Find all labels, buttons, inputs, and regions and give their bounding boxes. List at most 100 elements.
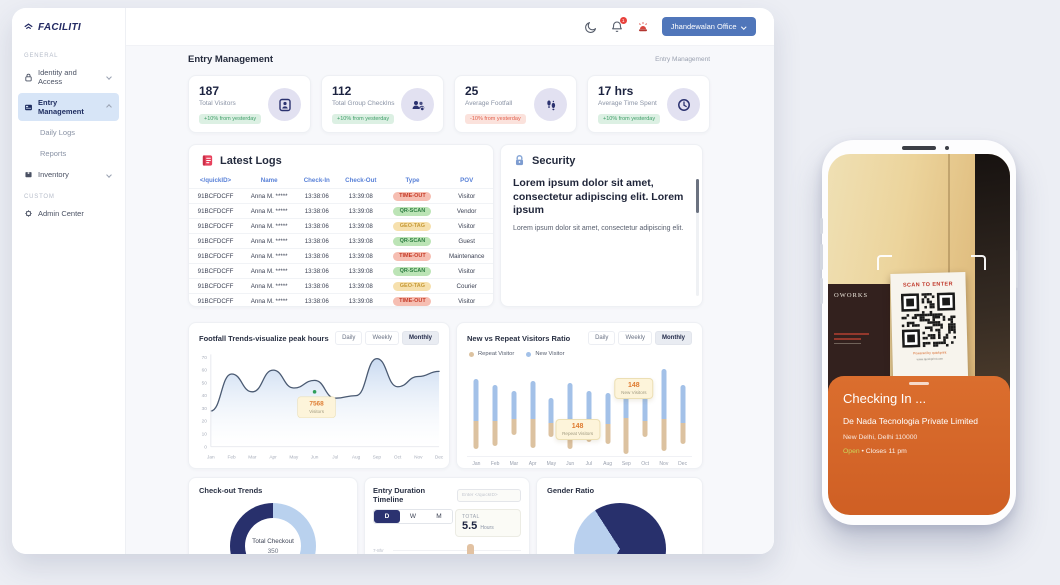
dark-mode-moon-icon[interactable] <box>584 20 598 34</box>
cell-quickid: 91BCFDCFF <box>189 188 243 204</box>
svg-text:May: May <box>289 455 299 461</box>
y-tick-label: 7-8hr <box>373 548 384 553</box>
cell-type: QR-SCAN <box>384 203 441 219</box>
type-badge: GEO-TAG <box>393 221 432 231</box>
scrollbar-thumb[interactable] <box>696 179 699 213</box>
donut-center-label: Total Checkout <box>252 537 294 545</box>
type-badge: TIME-OUT <box>393 191 432 201</box>
sidebar-item-inventory[interactable]: Inventory <box>18 165 119 184</box>
wall-seam <box>948 154 950 284</box>
topbar: 1 Jhandewalan Office <box>126 8 774 46</box>
col-quickid: </quickID> <box>199 177 232 184</box>
repeat-visitor-bar <box>642 421 648 438</box>
stat-label: Total Visitors <box>199 100 236 107</box>
sidebar-item-admin-center[interactable]: Admin Center <box>18 204 119 223</box>
sidebar-item-label: Inventory <box>38 170 69 179</box>
cell-type: QR-SCAN <box>384 263 441 279</box>
quickid-search-input[interactable] <box>457 488 521 502</box>
phone-speaker <box>902 146 936 150</box>
svg-text:Mar: Mar <box>248 455 257 461</box>
tab-monthly[interactable]: Monthly <box>655 331 692 345</box>
tab-day[interactable]: D <box>374 510 400 523</box>
tab-daily[interactable]: Daily <box>588 331 616 345</box>
sidebar-item-entry-management[interactable]: Entry Management <box>18 93 119 121</box>
sidebar-item-identity-access[interactable]: Identity and Access <box>18 63 119 91</box>
col-checkin: Check-In <box>303 177 330 184</box>
poster-url: www.quickprint.com <box>916 356 943 362</box>
sidebar-item-label: Daily Logs <box>40 128 76 137</box>
notifications-bell-icon[interactable]: 1 <box>610 16 627 34</box>
table-row[interactable]: 91BCFDCFF Anna M. ***** 13:38:06 13:39:0… <box>189 203 493 219</box>
tab-week[interactable]: W <box>400 510 426 523</box>
security-body: Lorem ipsum dolor sit amet, consectetur … <box>513 224 684 232</box>
trend-badge: +10% from yesterday <box>199 114 262 124</box>
duration-bar <box>466 544 474 554</box>
x-tick-label: Mar <box>509 461 519 467</box>
phone-mute-switch <box>820 218 823 234</box>
tab-month[interactable]: M <box>426 510 452 523</box>
table-row[interactable]: 91BCFDCFF Anna M. ***** 13:38:06 13:39:0… <box>189 248 493 264</box>
x-tick-label: May <box>546 461 557 467</box>
table-row[interactable]: 91BCFDCFF Anna M. ***** 13:38:06 13:39:0… <box>189 263 493 279</box>
type-badge: QR-SCAN <box>393 266 432 276</box>
ratio-bar-column: Feb <box>486 359 505 467</box>
visitors-ratio-card: New vs Repeat Visitors Ratio Daily Weekl… <box>456 322 703 469</box>
ratio-bar-column: Mar <box>505 359 524 467</box>
group-icon <box>401 88 434 121</box>
tab-monthly[interactable]: Monthly <box>402 331 439 345</box>
svg-text:60: 60 <box>202 368 208 374</box>
trend-badge: +10% from yesterday <box>598 114 661 124</box>
tab-weekly[interactable]: Weekly <box>365 331 399 345</box>
tab-daily[interactable]: Daily <box>335 331 363 345</box>
sheet-drag-handle[interactable] <box>909 382 929 385</box>
tab-weekly[interactable]: Weekly <box>618 331 652 345</box>
phone-power-button <box>1015 250 1018 288</box>
new-visitor-bar <box>680 385 686 423</box>
table-row[interactable]: 91BCFDCFF Anna M. ***** 13:38:06 13:39:0… <box>189 233 493 249</box>
chevron-down-icon <box>106 171 112 178</box>
cell-type: GEO-TAG <box>384 278 441 294</box>
ratio-bar-column: Dec <box>673 359 692 467</box>
sidebar-item-reports[interactable]: Reports <box>18 144 119 163</box>
footfall-period-tabs: Daily Weekly Monthly <box>335 331 439 345</box>
closing-hours: • Closes 11 pm <box>861 448 907 455</box>
phone-volume-up-button <box>820 244 823 270</box>
type-badge: QR-SCAN <box>393 206 432 216</box>
cell-pov: Visitor <box>440 188 493 204</box>
col-name: Name <box>260 177 278 184</box>
sidebar-item-daily-logs[interactable]: Daily Logs <box>18 123 119 142</box>
ratio-bar-column: Aug <box>598 359 617 467</box>
svg-text:Dec: Dec <box>435 455 444 461</box>
repeat-visitor-bar <box>680 422 686 445</box>
table-row[interactable]: 91BCFDCFF Anna M. ***** 13:38:06 13:39:0… <box>189 278 493 294</box>
table-row[interactable]: 91BCFDCFF Anna M. ***** 13:38:06 13:39:0… <box>189 188 493 204</box>
cell-type: TIME-OUT <box>384 188 441 204</box>
table-row[interactable]: 91BCFDCFF Anna M. ***** 13:38:06 13:39:0… <box>189 218 493 234</box>
new-visitor-bar <box>586 390 592 421</box>
cell-name: Anna M. ***** <box>242 263 297 279</box>
cell-quickid: 91BCFDCFF <box>189 263 243 279</box>
entry-management-icon <box>25 104 32 110</box>
svg-text:Jan: Jan <box>207 455 215 461</box>
stat-label: Total Group CheckIns <box>332 100 395 107</box>
ratio-bar-column: Jan <box>467 359 486 467</box>
new-visitor-bar <box>623 381 629 418</box>
type-badge: TIME-OUT <box>393 296 432 306</box>
cell-quickid: 91BCFDCFF <box>189 218 243 234</box>
ratio-bar-column: May <box>542 359 561 467</box>
table-row[interactable]: 91BCFDCFF Anna M. ***** 13:38:06 13:39:0… <box>189 293 493 306</box>
app-logo: FACILITI <box>12 8 125 43</box>
faciliti-logo-icon <box>24 23 33 30</box>
cell-name: Anna M. ***** <box>242 188 297 204</box>
ratio-legend: Repeat Visitor New Visitor <box>457 349 702 357</box>
phone-volume-down-button <box>820 278 823 304</box>
emergency-alarm-icon[interactable] <box>636 20 650 34</box>
main-area: 1 Jhandewalan Office Entry Management En… <box>126 8 774 554</box>
new-visitor-bar <box>605 392 611 425</box>
dashboard-window: FACILITI GENERAL Identity and Access Ent… <box>12 8 774 554</box>
sidebar: FACILITI GENERAL Identity and Access Ent… <box>12 8 126 554</box>
admin-gear-icon <box>25 210 32 217</box>
cell-type: GEO-TAG <box>384 218 441 234</box>
card-title: Check-out Trends <box>199 486 263 495</box>
office-selector-dropdown[interactable]: Jhandewalan Office <box>661 17 756 36</box>
